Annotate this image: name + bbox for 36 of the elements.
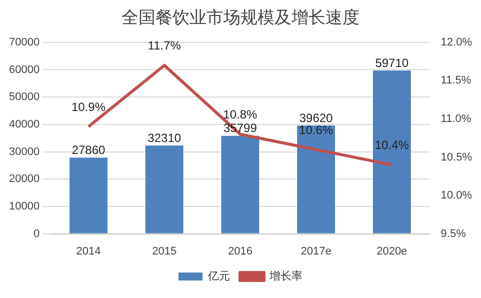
y2-tick-label: 11.5% — [440, 74, 472, 87]
y-tick-label: 70000 — [8, 36, 40, 48]
x-tick-label: 2016 — [228, 245, 252, 258]
y2-tick-label: 10.5% — [440, 151, 472, 164]
legend-label: 增长率 — [268, 270, 302, 283]
bar — [221, 136, 260, 234]
y-tick-label: 50000 — [8, 91, 40, 104]
bar — [372, 70, 411, 234]
legend-label: 亿元 — [207, 270, 230, 283]
data-label: 32310 — [148, 130, 182, 145]
data-label: 39620 — [299, 110, 334, 125]
y2-tick-label: 10.0% — [440, 190, 472, 202]
bar — [297, 125, 336, 234]
data-label: 10.6% — [299, 122, 334, 137]
x-tick-label: 2015 — [152, 245, 177, 258]
bar — [145, 145, 184, 234]
y-tick-label: 20000 — [8, 173, 40, 186]
data-label: 10.9% — [71, 100, 106, 114]
y2-tick-label: 12.0% — [440, 36, 472, 48]
x-tick-label: 2017e — [300, 245, 332, 258]
data-label: 11.7% — [148, 38, 182, 53]
data-label: 27860 — [72, 142, 106, 157]
x-tick-label: 2020e — [376, 245, 408, 258]
data-label: 10.8% — [223, 108, 258, 122]
y-tick-label: 0 — [33, 228, 40, 240]
chart-title: 全国餐饮业市场规模及增长速度 — [122, 8, 360, 27]
y2-tick-label: 11.0% — [440, 112, 472, 125]
y-tick-label: 30000 — [8, 146, 40, 158]
bar — [70, 158, 108, 234]
x-tick-label: 2014 — [76, 245, 101, 258]
data-label: 59710 — [375, 56, 409, 70]
y-tick-label: 10000 — [8, 200, 40, 212]
y-tick-label: 60000 — [8, 64, 40, 76]
y2-tick-label: 9.5% — [440, 228, 466, 240]
data-label: 10.4% — [374, 138, 410, 152]
y-tick-label: 40000 — [8, 118, 40, 130]
